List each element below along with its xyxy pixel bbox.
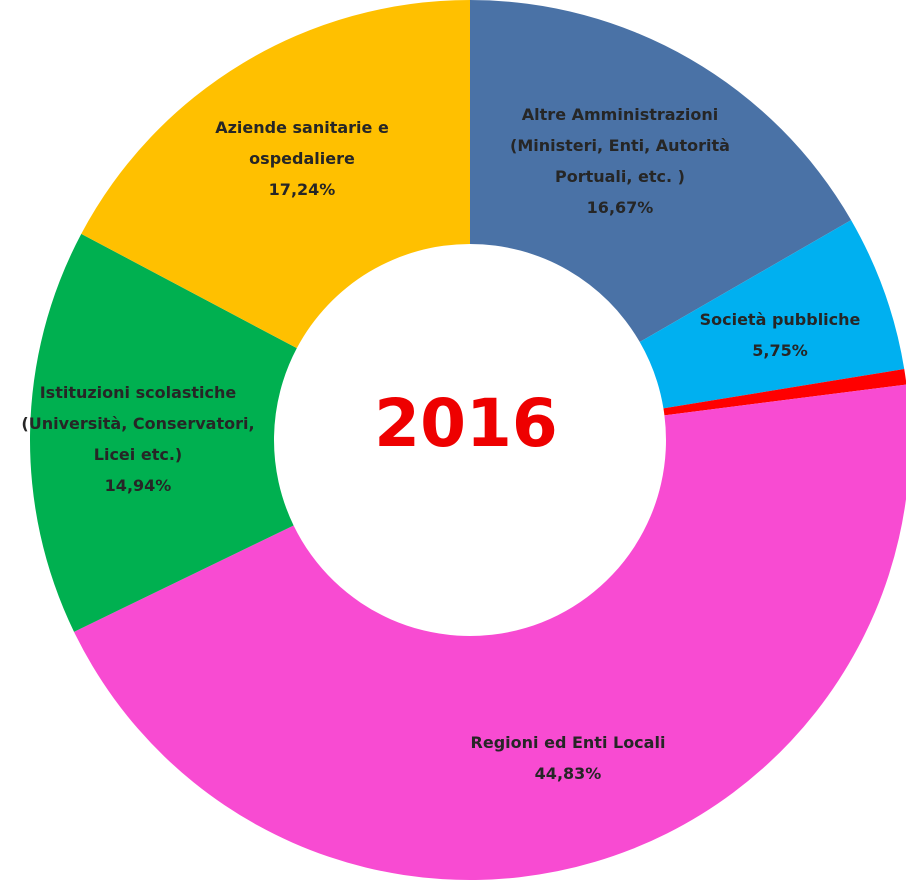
label-line: Altre Amministrazioni — [522, 105, 718, 124]
label-line: Istituzioni scolastiche — [40, 383, 237, 402]
slice — [470, 0, 852, 343]
slice — [81, 0, 471, 349]
donut — [29, 0, 906, 880]
slice-label: Regioni ed Enti Locali — [471, 733, 666, 752]
slice — [663, 368, 906, 416]
label-line: Società pubbliche — [700, 310, 861, 329]
label-line: (Ministeri, Enti, Autorità — [510, 136, 730, 155]
slice-label: Altre Amministrazioni (Ministeri, Enti, A… — [510, 105, 730, 186]
label-line: (Università, Conservatori, — [21, 414, 254, 433]
slice-label: Società pubbliche — [700, 310, 861, 329]
slice — [74, 384, 906, 880]
value-label: 14,94% — [105, 476, 172, 495]
label-line: Portuali, etc. ) — [555, 167, 685, 186]
labels: Altre Amministrazioni (Ministeri, Enti, A… — [21, 105, 860, 783]
slice-label: Aziende sanitarie e ospedaliere — [215, 118, 389, 168]
label-line: ospedaliere — [249, 149, 355, 168]
chart-title: 2016 — [374, 385, 558, 462]
value-label: 16,67% — [587, 198, 654, 217]
slice-label: Istituzioni scolastiche (Università, Cons… — [21, 383, 254, 464]
label-line: Aziende sanitarie e — [215, 118, 389, 137]
label-line: Licei etc.) — [94, 445, 182, 464]
value-label: 5,75% — [752, 341, 808, 360]
label-line: Regioni ed Enti Locali — [471, 733, 666, 752]
slice — [29, 233, 297, 632]
value-label: 44,83% — [535, 764, 602, 783]
value-label: 17,24% — [269, 180, 336, 199]
slice — [639, 220, 905, 409]
